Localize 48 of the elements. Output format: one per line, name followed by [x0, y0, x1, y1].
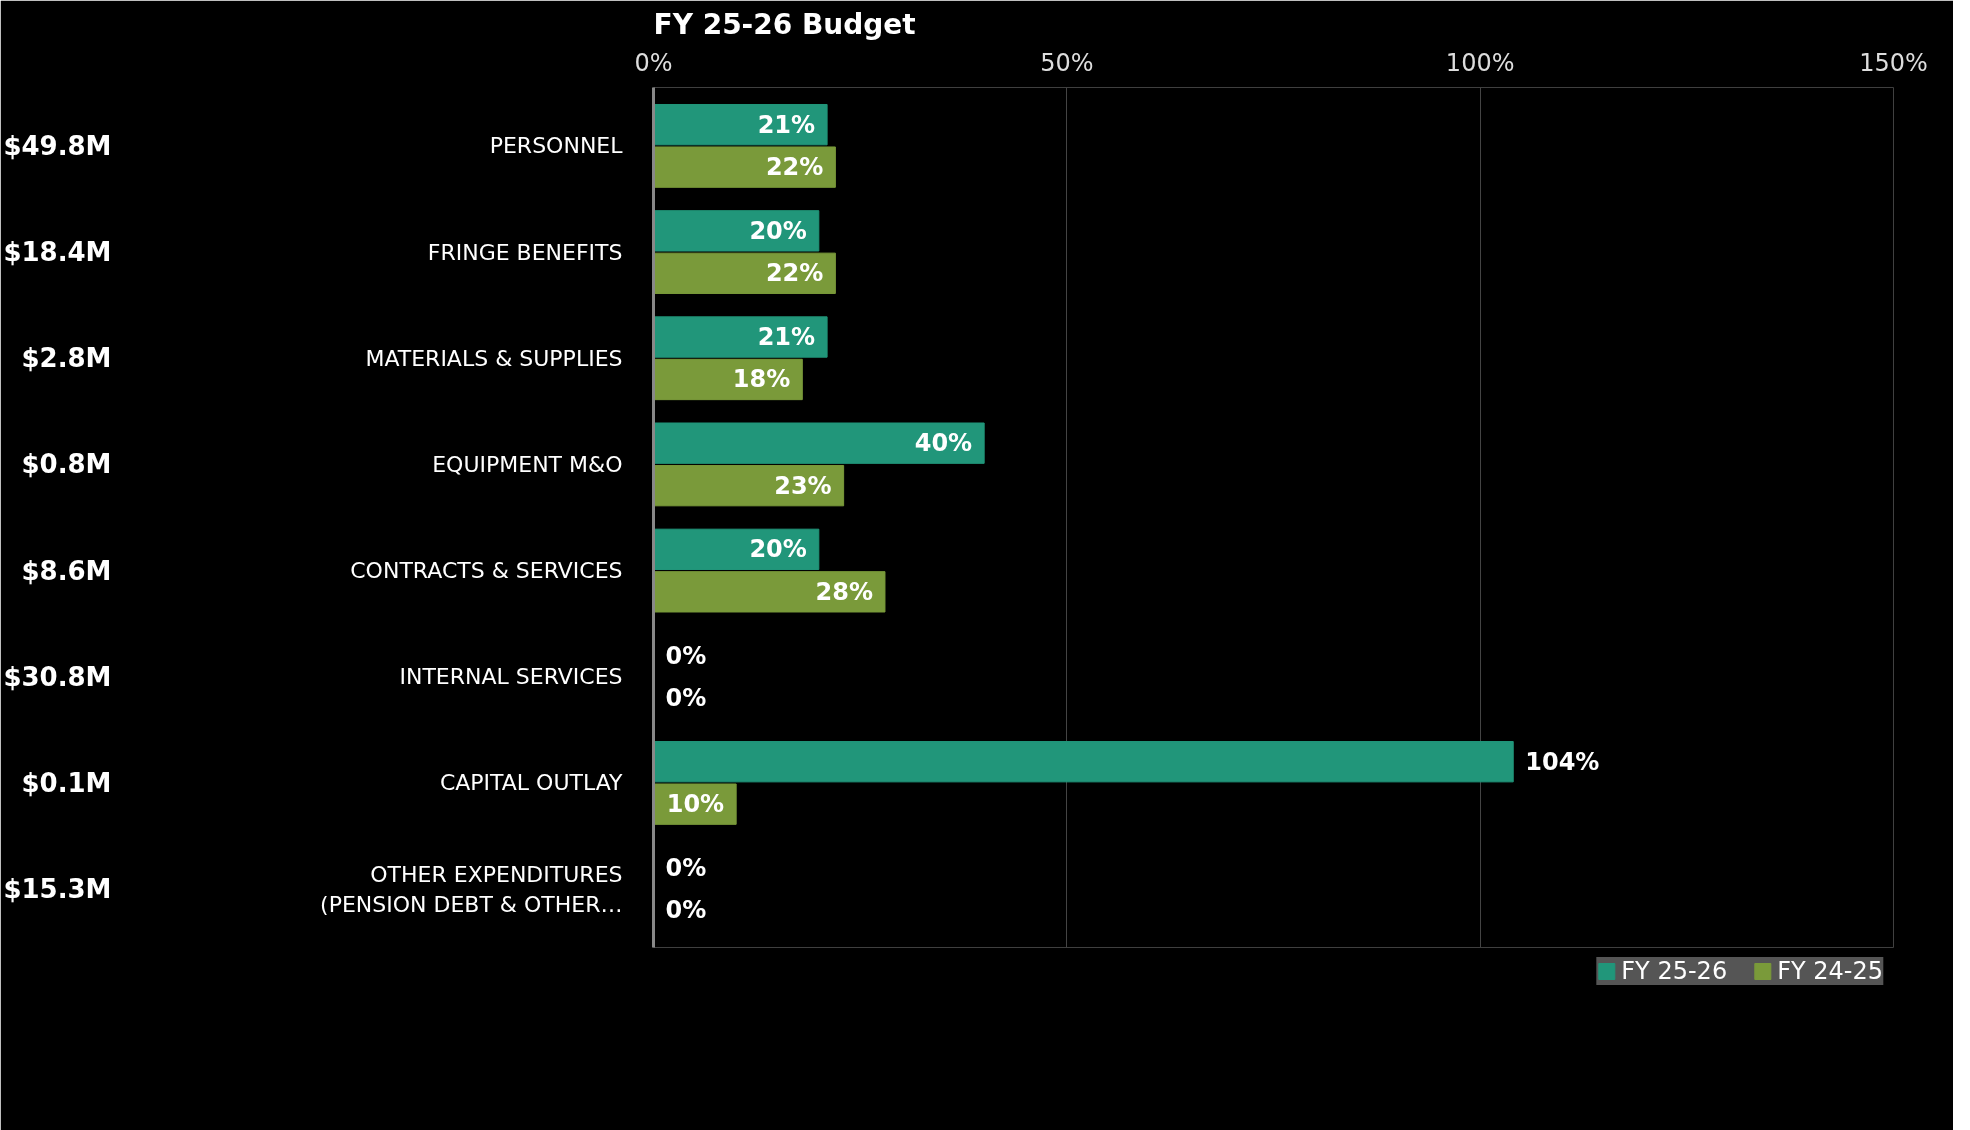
- data-label: 20%: [749, 535, 807, 564]
- text: $49.8M: [3, 130, 112, 161]
- x-tick-label: 50%: [1040, 48, 1094, 77]
- data-label: 22%: [765, 259, 824, 288]
- text: $30.8M: [3, 661, 112, 692]
- y-tick-label: INTERNAL SERVICES: [399, 664, 623, 690]
- legend-label: FY 24-25: [1777, 957, 1883, 985]
- x-tick-label: 0%: [634, 48, 673, 77]
- bar: [653, 210, 820, 252]
- y-tick-label: OTHER EXPENDITURES (PENSION DEBT & OTHER…: [320, 861, 623, 917]
- x-tick-label: 100%: [1445, 48, 1515, 77]
- y-tick-label: FRINGE BENEFITS: [427, 239, 623, 265]
- data-label: 0%: [665, 896, 707, 925]
- data-label: 0%: [665, 853, 707, 882]
- data-label: 28%: [815, 577, 873, 606]
- y-tick-label: EQUIPMENT M&O: [432, 451, 623, 477]
- data-label: 23%: [774, 471, 832, 500]
- text: $0.1M: [21, 767, 112, 798]
- y-tick-label: CAPITAL OUTLAY: [439, 770, 624, 796]
- text: $2.8M: [21, 343, 112, 374]
- data-label: 21%: [757, 110, 816, 139]
- data-label: 0%: [665, 683, 707, 712]
- chart-title: FY 25-26 Budget: [653, 7, 916, 41]
- data-label: 0%: [665, 641, 707, 670]
- bar: [653, 316, 828, 358]
- bar: [653, 464, 845, 507]
- bar: [653, 422, 985, 464]
- bar: [653, 103, 828, 146]
- bar: [653, 741, 1514, 783]
- text: $0.8M: [21, 449, 112, 480]
- data-label: 18%: [732, 365, 791, 394]
- data-label: 22%: [765, 153, 824, 182]
- data-label: 20%: [749, 216, 807, 245]
- y-tick-label: CONTRACTS & SERVICES: [350, 558, 623, 584]
- bar: [653, 146, 836, 188]
- data-label: 40%: [914, 429, 973, 458]
- data-label: 10%: [666, 790, 725, 819]
- y-tick-label: MATERIALS & SUPPLIES: [365, 345, 623, 371]
- legend-label: FY 25-26: [1621, 957, 1728, 985]
- data-label: 104%: [1525, 747, 1600, 776]
- text: $18.4M: [3, 237, 112, 268]
- data-label: 21%: [757, 323, 816, 352]
- text: $15.3M: [3, 874, 112, 905]
- bar: [653, 571, 886, 613]
- bar: [653, 252, 836, 294]
- x-tick-label: 150%: [1859, 48, 1928, 77]
- text: $8.6M: [21, 555, 112, 586]
- y-tick-label: PERSONNEL: [489, 133, 624, 159]
